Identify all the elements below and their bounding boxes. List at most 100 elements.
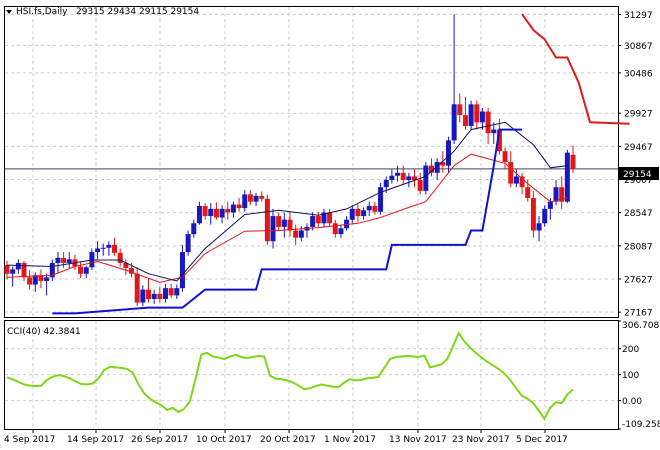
current-price-marker: 29154: [619, 167, 659, 180]
candle-body: [185, 234, 191, 253]
candle-body: [146, 289, 151, 299]
candle-body: [519, 176, 525, 188]
candle-body: [468, 104, 474, 126]
candle-body: [61, 257, 67, 263]
date-axis-label: 13 Nov 2017: [389, 435, 447, 445]
candle-body: [496, 129, 502, 152]
price-axis-label: 29007: [624, 176, 653, 186]
date-axis-label: 23 Nov 2017: [452, 435, 510, 445]
candle-body: [66, 259, 72, 263]
candle-body: [202, 205, 208, 217]
candle-body: [129, 267, 135, 274]
candles: [4, 14, 576, 307]
candle-body: [445, 140, 451, 166]
candle-body: [542, 208, 548, 224]
candle-body: [287, 219, 293, 231]
trailing-stop-high-line: [521, 13, 630, 125]
cci-grid: [5, 321, 618, 429]
candle-body: [298, 230, 304, 238]
candle-body: [134, 273, 140, 303]
candle-body: [78, 266, 84, 274]
date-axis-label: 4 Sep 2017: [4, 435, 55, 445]
candle-body: [10, 269, 16, 274]
candle-body: [140, 289, 146, 303]
candle-body: [253, 195, 259, 202]
date-axis-label: 26 Sep 2017: [131, 435, 188, 445]
candle-body: [570, 154, 576, 169]
candle-body: [525, 187, 531, 199]
cci-axis-label: 200: [622, 345, 639, 355]
candle-body: [276, 216, 282, 227]
candle-body: [451, 104, 457, 141]
candle-body: [157, 293, 163, 299]
candle-body: [349, 208, 355, 220]
candle-body: [225, 208, 231, 213]
price-axis-label: 28547: [624, 209, 653, 219]
fast-moving-average-line: [6, 153, 568, 283]
candle-body: [162, 288, 168, 299]
date-axis-label: 20 Oct 2017: [260, 435, 316, 445]
candle-body: [491, 129, 497, 134]
cci-axis: 306.7083 200 100 0.00 -109.258: [618, 320, 660, 430]
cci-lines: [6, 331, 574, 421]
candle-body: [49, 262, 55, 278]
candle-body: [281, 219, 287, 227]
candle-body: [321, 212, 327, 224]
overlays: [6, 13, 630, 315]
candle-body: [327, 212, 333, 224]
cci-axis-label: 100: [622, 371, 639, 381]
date-axis-label: 14 Sep 2017: [67, 435, 124, 445]
candle-body: [117, 252, 123, 263]
candle-body: [344, 219, 350, 229]
candle-body: [4, 265, 10, 274]
cci-label: CCI(40) 42.3841: [7, 327, 81, 337]
trailing-stop-low-line: [52, 128, 523, 315]
candle-body: [95, 248, 101, 253]
candle-body: [361, 210, 367, 217]
cci-axis-label: 306.7083: [622, 321, 660, 331]
dropdown-triangle-icon[interactable]: [6, 10, 12, 14]
candle-body: [32, 275, 38, 285]
candle-body: [270, 216, 276, 242]
candle-body: [230, 204, 236, 213]
candle-body: [400, 172, 406, 181]
candle-body: [123, 262, 129, 268]
candle-body: [315, 216, 321, 224]
candle-body: [502, 151, 508, 162]
candle-body: [559, 187, 565, 202]
candle-body: [21, 262, 27, 278]
candle-body: [372, 205, 378, 212]
candle-body: [151, 293, 157, 299]
candle-body: [38, 275, 44, 281]
candle-body: [530, 198, 536, 231]
candle-body: [547, 201, 553, 209]
price-axis-label: 27627: [624, 276, 653, 286]
candle-body: [293, 230, 299, 238]
candle-body: [395, 172, 401, 176]
price-axis-label: 30486: [624, 69, 653, 79]
price-axis-label: 31297: [624, 11, 653, 21]
current-price-box: [619, 167, 659, 180]
date-axis-label: 5 Dec 2017: [516, 435, 568, 445]
chart-header[interactable]: HSI.fs,Daily 29315 29434 29115 29154: [6, 7, 199, 17]
price-axis-label: 27167: [624, 309, 653, 319]
slow-moving-average-line: [6, 121, 568, 282]
candle-body: [196, 205, 202, 224]
candle-body: [508, 162, 514, 184]
date-axis-label: 1 Nov 2017: [324, 435, 376, 445]
candle-body: [106, 244, 112, 248]
candle-body: [434, 162, 440, 173]
candle-body: [27, 277, 33, 285]
cci-line: [6, 331, 574, 421]
candle-body: [429, 165, 434, 173]
price-axis-label: 30867: [624, 42, 653, 52]
candle-body: [191, 223, 197, 235]
candle-body: [423, 165, 429, 191]
candle-body: [310, 216, 316, 227]
candle-body: [383, 180, 389, 188]
candle-body: [179, 252, 185, 289]
candle-body: [440, 162, 446, 166]
candle-body: [213, 208, 219, 218]
candle-body: [536, 223, 542, 231]
